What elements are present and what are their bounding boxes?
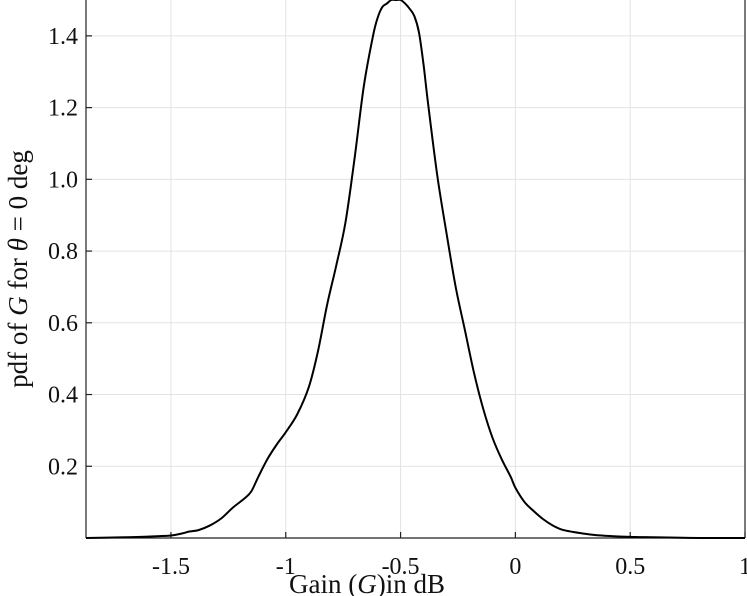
y-tick-label: 0.6 [48, 311, 78, 337]
x-tick-label: -0.5 [382, 554, 420, 580]
y-axis-label-part: for [3, 251, 33, 296]
axes [85, 0, 746, 539]
y-tick-label: 0.8 [48, 239, 78, 265]
grid [86, 0, 746, 538]
y-tick-label: 0.4 [48, 383, 78, 409]
y-tick-labels: 0.2 0.4 0.6 0.8 1.0 1.2 1.4 [48, 24, 78, 480]
x-axis-label: Gain (G)in dB [289, 569, 445, 596]
pdf-curve-line [85, 0, 745, 540]
y-axis-label-part: θ [3, 238, 33, 251]
x-tick-label: -1 [276, 554, 296, 580]
x-axis-label-part: )in dB [377, 569, 445, 596]
y-tick-label: 1.0 [48, 167, 78, 193]
x-axis-label-part: Gain ( [289, 569, 357, 596]
x-axis-label-part: G [357, 569, 377, 596]
y-axis-label: pdf of G for θ = 0 deg [3, 150, 33, 388]
x-tick-label: 1 [739, 554, 747, 580]
y-tick-label: 1.4 [48, 24, 78, 50]
y-axis-label-part: pdf of [3, 316, 33, 388]
y-axis-label-part: = 0 deg [3, 150, 33, 238]
y-axis-label-part: G [3, 296, 33, 316]
y-tick-label: 0.2 [48, 454, 78, 480]
x-tick-label: 0 [509, 554, 521, 580]
y-tick-label: 1.2 [48, 96, 78, 122]
x-tick-labels: -1.5 -1 -0.5 0 0.5 1 [152, 554, 747, 580]
x-tick-label: -1.5 [152, 554, 190, 580]
x-tick-label: 0.5 [615, 554, 645, 580]
